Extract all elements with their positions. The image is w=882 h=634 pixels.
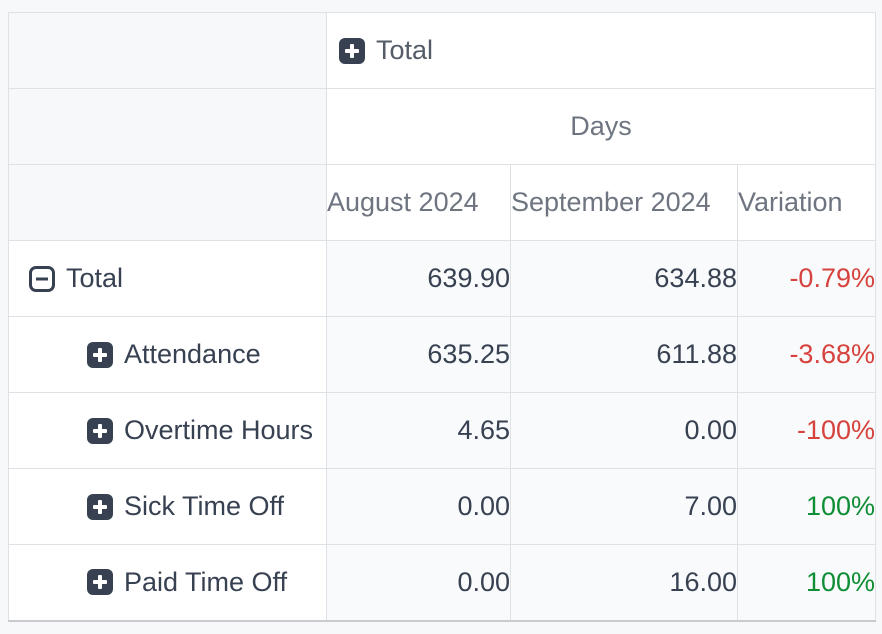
table-row-overtime-hours: Overtime Hours 4.65 0.00 -100% <box>8 392 876 469</box>
table-row-total: Total 639.90 634.88 -0.79% <box>8 240 876 317</box>
expand-plus-icon[interactable] <box>339 37 365 64</box>
col-group-header-total[interactable]: Total <box>326 12 876 89</box>
cell-variation: 100% <box>737 468 876 545</box>
row-header-paid-time-off[interactable]: Paid Time Off <box>8 544 327 622</box>
header-row-group: Total <box>8 12 876 89</box>
cell-value: 634.88 <box>510 240 738 317</box>
cell-value: 0.00 <box>326 468 511 545</box>
cell-variation: -100% <box>737 392 876 469</box>
expand-plus-icon[interactable] <box>87 341 113 368</box>
expand-plus-icon[interactable] <box>87 417 113 444</box>
row-label: Overtime Hours <box>124 415 314 445</box>
row-label: Total <box>66 263 124 293</box>
header-row-measure: Days <box>8 88 876 165</box>
table-row-attendance: Attendance 635.25 611.88 -3.68% <box>8 316 876 393</box>
collapse-minus-icon[interactable] <box>29 265 55 292</box>
cell-value: 4.65 <box>326 392 511 469</box>
col-header-august-2024[interactable]: August 2024 <box>326 164 511 241</box>
row-header-total[interactable]: Total <box>8 240 327 317</box>
pivot-corner-blank <box>8 88 327 165</box>
cell-value: 16.00 <box>510 544 738 622</box>
col-header-variation[interactable]: Variation <box>737 164 876 241</box>
table-row-sick-time-off: Sick Time Off 0.00 7.00 100% <box>8 468 876 545</box>
cell-value: 0.00 <box>510 392 738 469</box>
cell-value: 635.25 <box>326 316 511 393</box>
row-label: Paid Time Off <box>124 566 288 597</box>
cell-variation: -3.68% <box>737 316 876 393</box>
cell-value: 7.00 <box>510 468 738 545</box>
pivot-corner-blank <box>8 12 327 89</box>
cell-value: 0.00 <box>326 544 511 622</box>
pivot-corner-blank <box>8 164 327 241</box>
cell-value: 639.90 <box>326 240 511 317</box>
measure-header-days: Days <box>326 88 876 165</box>
row-header-overtime-hours[interactable]: Overtime Hours <box>8 392 327 469</box>
col-header-september-2024[interactable]: September 2024 <box>510 164 738 241</box>
cell-variation: -0.79% <box>737 240 876 317</box>
row-label: Sick Time Off <box>124 491 285 521</box>
cell-variation: 100% <box>737 544 876 622</box>
expand-plus-icon[interactable] <box>87 569 113 596</box>
row-header-sick-time-off[interactable]: Sick Time Off <box>8 468 327 545</box>
pivot-view: Total Days August 2024 September 2024 Va… <box>8 12 876 622</box>
pivot-table: Total Days August 2024 September 2024 Va… <box>8 12 876 622</box>
row-label: Attendance <box>124 339 261 369</box>
header-row-columns: August 2024 September 2024 Variation <box>8 164 876 241</box>
col-group-label: Total <box>376 35 434 65</box>
cell-value: 611.88 <box>510 316 738 393</box>
table-row-paid-time-off: Paid Time Off 0.00 16.00 100% <box>8 544 876 622</box>
expand-plus-icon[interactable] <box>87 493 113 520</box>
row-header-attendance[interactable]: Attendance <box>8 316 327 393</box>
